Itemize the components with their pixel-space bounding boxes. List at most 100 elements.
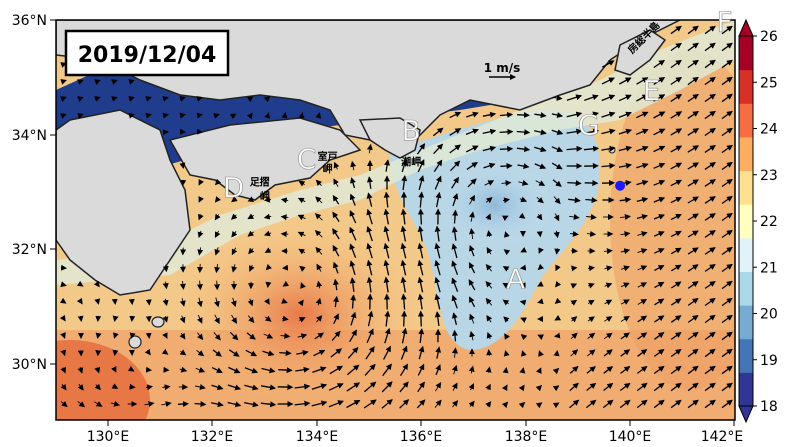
current-vector	[620, 349, 631, 357]
current-vector	[383, 208, 390, 225]
current-vector	[417, 208, 424, 225]
colorbar-segment	[739, 36, 753, 71]
current-vector	[602, 399, 614, 409]
current-vector	[502, 299, 510, 306]
current-vector	[687, 42, 699, 52]
current-vector	[687, 162, 700, 170]
current-vector	[586, 366, 596, 374]
current-vector	[704, 110, 716, 120]
current-vector	[451, 312, 458, 325]
current-vector	[111, 79, 118, 85]
current-vector	[77, 383, 84, 391]
current-vector	[704, 59, 716, 69]
current-vector	[566, 94, 583, 101]
current-vector	[687, 298, 699, 306]
current-vector	[517, 112, 530, 119]
current-vector	[721, 76, 733, 86]
current-vector	[469, 313, 475, 324]
current-vector	[435, 346, 442, 359]
current-vector	[417, 310, 424, 327]
current-vector	[332, 194, 340, 205]
current-vector	[554, 248, 561, 255]
current-vector	[198, 196, 204, 203]
current-vector	[721, 195, 733, 205]
current-vector	[315, 246, 323, 255]
lat-tick-label: 30°N	[12, 357, 47, 373]
current-vector	[60, 113, 67, 119]
current-vector	[350, 160, 357, 171]
current-vector	[383, 345, 391, 360]
current-vector	[76, 280, 84, 287]
current-vector	[349, 210, 357, 224]
current-vector	[603, 332, 613, 340]
current-vector	[382, 363, 392, 377]
current-vector	[94, 383, 101, 391]
current-vector	[401, 327, 408, 344]
current-vector	[721, 93, 733, 103]
current-vector	[552, 179, 562, 187]
current-vector	[261, 367, 276, 374]
current-vector	[417, 293, 424, 310]
current-vector	[721, 110, 733, 120]
current-vector	[263, 230, 272, 237]
current-vector	[450, 160, 461, 172]
current-vector	[315, 112, 322, 119]
current-vector	[314, 230, 323, 238]
current-vector	[60, 332, 66, 339]
latitude-axis: 36°N 34°N 32°N 30°N	[12, 13, 56, 373]
current-vector	[570, 299, 578, 306]
current-vector	[60, 281, 67, 288]
current-vector	[588, 282, 595, 289]
current-vector	[198, 213, 204, 221]
current-vector	[349, 329, 357, 343]
current-vector	[434, 276, 441, 293]
colorbar-segment	[739, 204, 753, 239]
region-label: G	[578, 108, 600, 141]
current-vector	[434, 311, 441, 326]
current-vector	[636, 145, 649, 152]
current-vector	[583, 145, 600, 152]
current-vector	[95, 332, 102, 339]
current-vector	[704, 196, 716, 204]
current-vector	[518, 180, 529, 186]
current-vector	[247, 298, 254, 307]
current-vector	[721, 25, 733, 35]
current-vector	[60, 96, 67, 102]
current-vector	[400, 345, 408, 360]
current-vector	[129, 332, 136, 339]
current-vector	[654, 265, 665, 271]
current-vector	[553, 350, 560, 357]
southwest-warm-corner	[56, 340, 150, 420]
current-vector	[433, 143, 444, 155]
current-vector	[77, 315, 84, 322]
current-vector	[449, 144, 462, 154]
current-vector	[384, 327, 391, 344]
current-vector	[214, 196, 221, 203]
current-vector	[112, 315, 119, 322]
current-vector	[537, 281, 544, 287]
current-vector	[195, 384, 206, 390]
current-vector	[485, 280, 493, 289]
current-vector	[535, 384, 543, 392]
current-vector	[229, 113, 237, 120]
current-vector	[311, 400, 328, 407]
colorbar-segment	[739, 338, 753, 373]
current-vector	[367, 310, 374, 327]
current-vector	[451, 329, 458, 342]
yakushima-island	[151, 316, 165, 328]
current-vector	[551, 112, 564, 118]
current-vector	[400, 293, 407, 310]
current-vector	[384, 310, 391, 327]
current-vector	[162, 264, 169, 273]
current-vector	[670, 196, 682, 204]
current-vector	[452, 400, 459, 408]
current-vector	[214, 314, 220, 325]
current-vector	[670, 59, 682, 69]
current-vector	[499, 145, 514, 152]
current-vector	[653, 365, 665, 375]
current-vector	[687, 247, 699, 255]
current-vector	[636, 111, 649, 119]
current-vector	[400, 208, 407, 225]
current-vector	[366, 176, 373, 189]
current-vector	[517, 163, 530, 170]
